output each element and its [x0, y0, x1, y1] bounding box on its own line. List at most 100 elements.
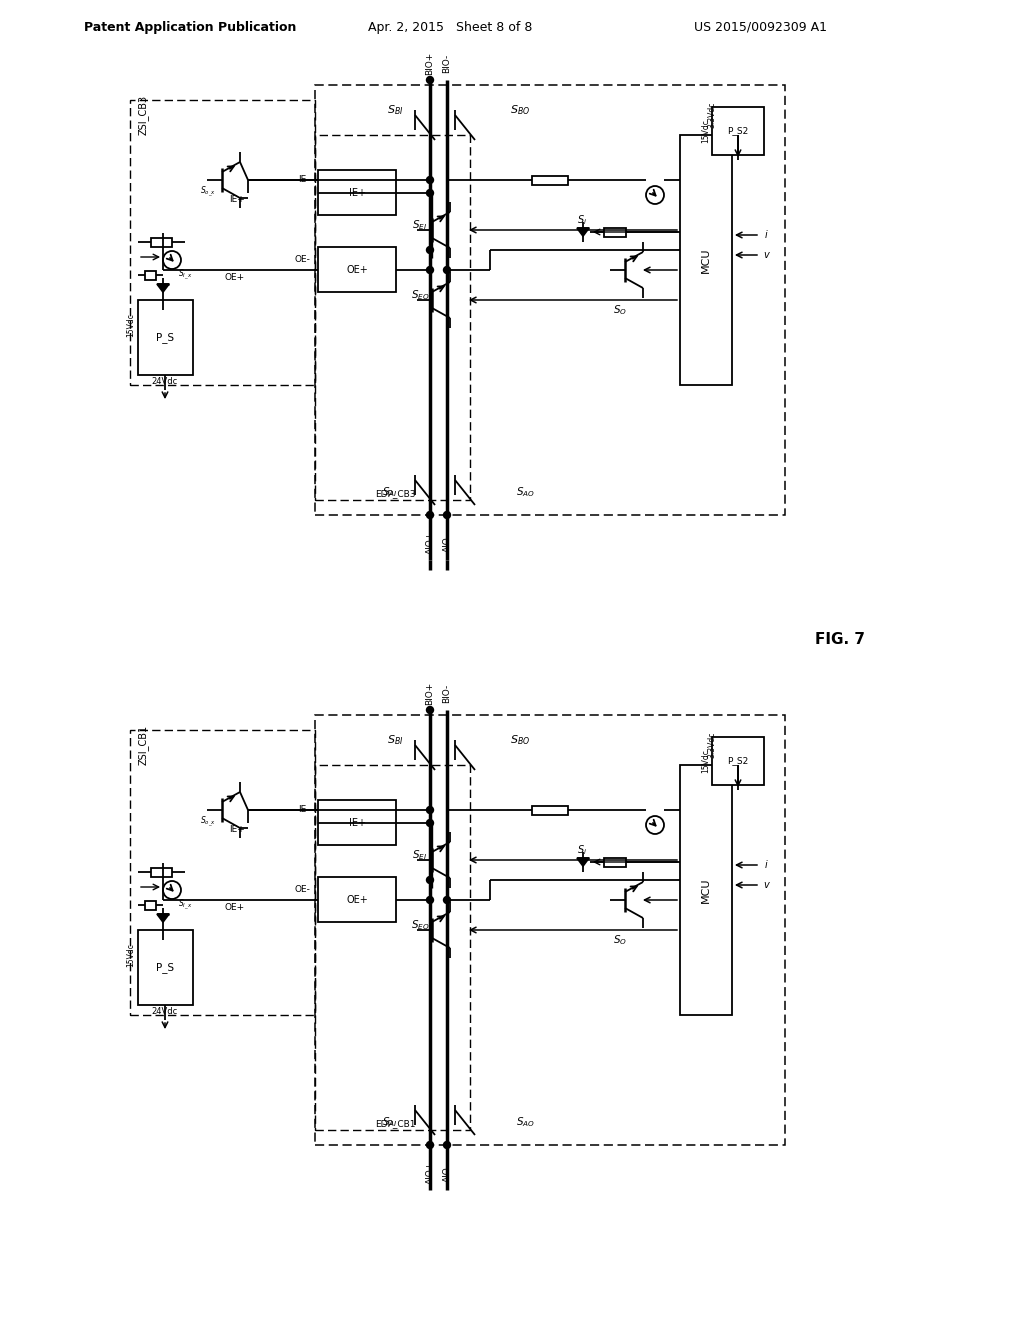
Text: AIO+: AIO+	[426, 531, 434, 553]
Circle shape	[427, 247, 433, 253]
Bar	[130, 730, 315, 1015]
Circle shape	[427, 896, 433, 903]
Text: $S_{I\_x}$: $S_{I\_x}$	[178, 898, 193, 912]
Bar	[144, 900, 156, 909]
Text: 15Vdc: 15Vdc	[701, 119, 711, 143]
Bar	[712, 737, 764, 785]
Text: MCU: MCU	[701, 878, 711, 903]
Circle shape	[427, 820, 433, 826]
Text: ZSI_CB1: ZSI_CB1	[138, 725, 148, 766]
Text: BIO-: BIO-	[442, 53, 452, 73]
Text: OE-: OE-	[294, 256, 310, 264]
Bar	[315, 766, 470, 1130]
Text: IE+: IE+	[229, 195, 245, 205]
Text: FIG. 7: FIG. 7	[815, 632, 865, 648]
Text: i: i	[765, 230, 767, 240]
Text: OE+: OE+	[346, 895, 368, 906]
Text: $S_O$: $S_O$	[613, 304, 627, 317]
Polygon shape	[577, 858, 589, 866]
Text: 24Vdc: 24Vdc	[152, 378, 178, 387]
Circle shape	[443, 1142, 451, 1148]
Text: v: v	[763, 249, 769, 260]
Text: i: i	[765, 861, 767, 870]
Text: $S_{BI}$: $S_{BI}$	[387, 733, 403, 747]
Text: 15Vdc: 15Vdc	[127, 942, 135, 968]
Bar	[318, 876, 396, 921]
Text: $S_{o\_x}$: $S_{o\_x}$	[200, 185, 216, 199]
Text: $S_{EO}$: $S_{EO}$	[411, 919, 429, 932]
Text: $S_{AO}$: $S_{AO}$	[515, 486, 535, 499]
Bar	[680, 135, 732, 385]
Text: $S_{EI}$: $S_{EI}$	[413, 849, 428, 862]
Bar	[712, 107, 764, 154]
Circle shape	[427, 177, 433, 183]
Circle shape	[443, 896, 451, 903]
Text: BIO+: BIO+	[426, 681, 434, 705]
Text: OE-: OE-	[294, 886, 310, 895]
Bar	[604, 858, 627, 866]
Circle shape	[443, 267, 451, 273]
Text: IE+: IE+	[348, 187, 366, 198]
Bar	[138, 931, 193, 1005]
Text: OE+: OE+	[225, 272, 245, 281]
Circle shape	[443, 511, 451, 519]
Text: $S_{EI}$: $S_{EI}$	[413, 218, 428, 232]
Text: v: v	[763, 880, 769, 890]
Text: $S_{AO}$: $S_{AO}$	[515, 1115, 535, 1129]
Text: 15Vdc: 15Vdc	[701, 748, 711, 774]
Bar	[130, 100, 315, 385]
Text: 3.3Vdc: 3.3Vdc	[708, 731, 717, 758]
Text: $S_{BO}$: $S_{BO}$	[510, 103, 530, 117]
Text: AIO+: AIO+	[426, 1160, 434, 1184]
Text: $S_i$: $S_i$	[577, 213, 587, 227]
Text: IE-: IE-	[299, 176, 310, 185]
Circle shape	[427, 511, 433, 519]
Text: $S_{BI}$: $S_{BI}$	[387, 103, 403, 117]
Text: BIO+: BIO+	[426, 51, 434, 75]
Circle shape	[427, 190, 433, 197]
Text: $S_O$: $S_O$	[613, 933, 627, 946]
Text: OE+: OE+	[346, 265, 368, 275]
Text: ZSI_CB3: ZSI_CB3	[138, 95, 148, 135]
Circle shape	[427, 1142, 433, 1148]
Polygon shape	[157, 913, 169, 921]
Bar	[315, 715, 785, 1144]
Bar	[315, 135, 470, 500]
Circle shape	[427, 706, 433, 714]
Text: $S_{BO}$: $S_{BO}$	[510, 733, 530, 747]
Text: Apr. 2, 2015   Sheet 8 of 8: Apr. 2, 2015 Sheet 8 of 8	[368, 21, 532, 33]
Bar	[144, 271, 156, 280]
Text: IE+: IE+	[348, 818, 366, 828]
Polygon shape	[157, 284, 169, 292]
Text: $S_{AI}$: $S_{AI}$	[382, 1115, 397, 1129]
Circle shape	[427, 807, 433, 813]
Text: Patent Application Publication: Patent Application Publication	[84, 21, 296, 33]
Bar	[318, 170, 396, 215]
Text: $S_{I\_x}$: $S_{I\_x}$	[178, 268, 193, 282]
Text: AIO-: AIO-	[442, 1163, 452, 1181]
Text: EDP_CB1: EDP_CB1	[375, 1119, 416, 1129]
Bar	[680, 766, 732, 1015]
Bar	[151, 238, 172, 247]
Text: BIO-: BIO-	[442, 684, 452, 702]
Text: US 2015/0092309 A1: US 2015/0092309 A1	[693, 21, 826, 33]
Circle shape	[427, 267, 433, 273]
Text: OE+: OE+	[225, 903, 245, 912]
Text: P_S2: P_S2	[727, 127, 749, 136]
Text: 24Vdc: 24Vdc	[152, 1007, 178, 1016]
Text: IE+: IE+	[229, 825, 245, 834]
Text: P_S2: P_S2	[727, 756, 749, 766]
Text: $S_{AI}$: $S_{AI}$	[382, 486, 397, 499]
Text: AIO-: AIO-	[442, 532, 452, 552]
Polygon shape	[577, 228, 589, 236]
Text: 15Vdc: 15Vdc	[127, 313, 135, 337]
Text: EDP_CB3: EDP_CB3	[375, 490, 416, 499]
Bar	[318, 800, 396, 845]
Bar	[532, 805, 568, 814]
Bar	[151, 867, 172, 876]
Bar	[604, 227, 627, 236]
Text: 3.3Vdc: 3.3Vdc	[708, 102, 717, 128]
Bar	[315, 84, 785, 515]
Bar	[138, 300, 193, 375]
Circle shape	[427, 876, 433, 883]
